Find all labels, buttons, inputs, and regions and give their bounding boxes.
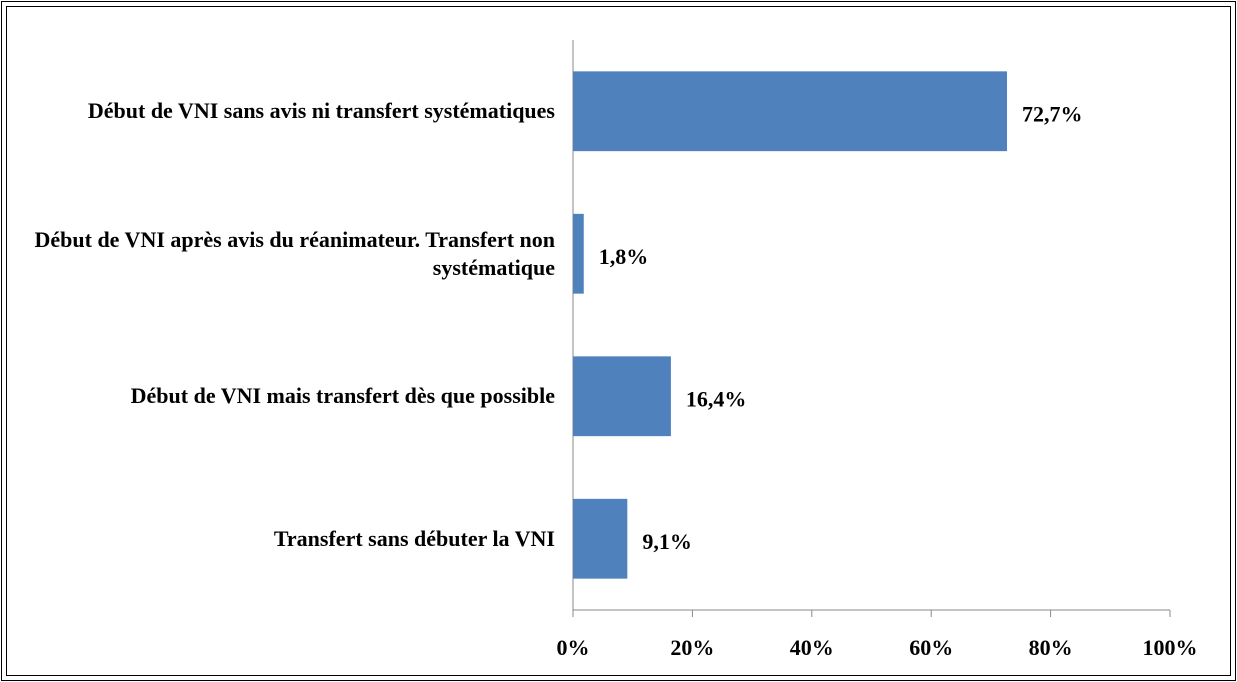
x-tick-label: 20% (670, 635, 714, 660)
category-label: Début de VNI mais transfert dès que poss… (130, 383, 555, 409)
category-label: Début de VNI après avis du réanimateur. … (34, 226, 556, 280)
inner-frame (6, 6, 1231, 676)
x-tick-label: 40% (790, 635, 834, 660)
x-tick-label: 60% (909, 635, 953, 660)
bar (573, 356, 671, 437)
value-label: 72,7% (1022, 101, 1083, 126)
category-label: Transfert sans débuter la VNI (273, 525, 555, 551)
bar (573, 498, 628, 579)
x-tick-label: 0% (557, 635, 590, 660)
bar (573, 213, 584, 294)
category-label: Début de VNI sans avis ni transfert syst… (87, 98, 555, 124)
x-tick-label: 100% (1143, 635, 1198, 660)
value-label: 1,8% (599, 244, 649, 269)
x-tick-label: 80% (1029, 635, 1073, 660)
value-label: 16,4% (686, 386, 747, 411)
value-label: 9,1% (642, 529, 692, 554)
bar (573, 71, 1008, 152)
